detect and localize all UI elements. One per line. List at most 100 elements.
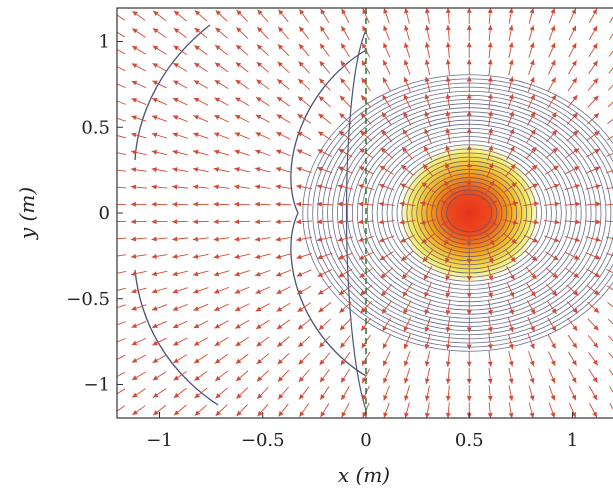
field-arrow <box>173 98 188 105</box>
field-arrow <box>172 167 188 172</box>
field-arrow <box>172 202 188 207</box>
field-arrow <box>193 132 208 138</box>
field-arrow <box>112 406 125 415</box>
field-arrow <box>609 353 613 365</box>
contour-layer <box>135 25 613 410</box>
field-arrow <box>234 202 250 207</box>
field-arrow <box>216 405 228 416</box>
field-arrow <box>298 319 310 329</box>
field-arrow <box>299 404 308 417</box>
field-arrow <box>446 42 451 58</box>
field-arrow <box>488 402 493 418</box>
field-arrow <box>111 305 126 311</box>
field-arrow <box>529 368 535 383</box>
field-arrow <box>278 370 289 382</box>
field-arrow <box>297 270 312 277</box>
field-arrow <box>403 112 411 126</box>
field-arrow <box>214 184 230 189</box>
field-arrow <box>298 79 310 90</box>
field-arrow <box>529 402 534 417</box>
field-arrow <box>110 271 126 276</box>
field-arrow <box>382 301 391 314</box>
field-arrow <box>568 352 576 366</box>
field-arrow <box>527 112 535 126</box>
field-arrow <box>152 133 167 139</box>
field-arrow <box>297 114 310 123</box>
field-arrow <box>488 317 493 333</box>
field-arrow <box>341 386 349 400</box>
field-arrow <box>588 335 598 347</box>
field-arrow <box>277 115 291 123</box>
field-arrow <box>110 288 125 293</box>
field-arrow <box>131 202 147 207</box>
field-arrow <box>255 184 271 189</box>
field-arrow <box>589 403 596 417</box>
field-arrow <box>172 184 188 189</box>
field-arrow <box>131 167 147 172</box>
field-arrow <box>111 81 126 88</box>
field-arrow <box>152 115 167 121</box>
field-arrow <box>320 369 329 382</box>
field-arrow <box>235 337 248 346</box>
field-arrow <box>549 386 555 401</box>
field-arrow <box>215 63 228 72</box>
field-arrow <box>338 237 354 242</box>
field-arrow <box>509 8 514 24</box>
field-arrow <box>236 62 249 72</box>
field-arrow <box>215 354 228 363</box>
field-arrow <box>404 25 409 40</box>
field-arrow <box>425 42 430 58</box>
field-arrow <box>383 352 390 366</box>
field-arrow <box>588 319 599 331</box>
field-arrow <box>404 8 409 23</box>
field-arrow <box>277 79 289 89</box>
field-arrow <box>608 79 613 91</box>
field-arrow <box>214 98 228 106</box>
field-arrow <box>255 132 270 139</box>
field-arrow <box>529 25 534 40</box>
field-arrow <box>110 254 126 259</box>
field-arrow <box>548 60 555 74</box>
field-arrow <box>172 237 188 242</box>
field-arrow <box>111 98 126 104</box>
field-arrow <box>549 403 555 418</box>
field-arrow <box>338 184 354 189</box>
y-tick-label: 0 <box>99 203 110 224</box>
field-arrow <box>446 385 451 401</box>
field-arrow <box>110 150 126 155</box>
field-arrow <box>153 46 167 55</box>
field-arrow <box>276 270 291 276</box>
field-arrow <box>110 202 126 207</box>
field-arrow <box>609 61 613 73</box>
field-arrow <box>255 237 271 242</box>
field-arrow <box>425 368 430 384</box>
field-arrow <box>257 62 269 72</box>
field-arrow <box>319 96 331 107</box>
y-axis-label: y (m) <box>15 187 39 240</box>
field-arrow <box>216 10 228 21</box>
field-arrow <box>529 60 535 75</box>
field-arrow <box>153 372 167 381</box>
field-arrow <box>152 237 168 242</box>
field-arrow <box>132 63 146 71</box>
field-arrow <box>256 303 270 311</box>
field-arrow <box>277 337 289 347</box>
field-arrow <box>234 167 250 172</box>
field-arrow <box>296 237 312 242</box>
field-arrow <box>257 27 268 39</box>
field-arrow <box>132 46 146 54</box>
x-tick-label: −1 <box>146 430 173 451</box>
field-arrow <box>337 202 353 207</box>
field-arrow <box>589 369 598 383</box>
field-arrow <box>256 115 270 123</box>
field-arrow <box>131 237 147 242</box>
x-tick-label: 1 <box>567 430 578 451</box>
field-arrow <box>425 385 430 401</box>
field-arrow <box>152 321 167 328</box>
field-arrow <box>585 202 601 207</box>
field-arrow <box>193 219 209 224</box>
field-arrow <box>110 167 126 172</box>
field-arrow <box>234 184 250 189</box>
